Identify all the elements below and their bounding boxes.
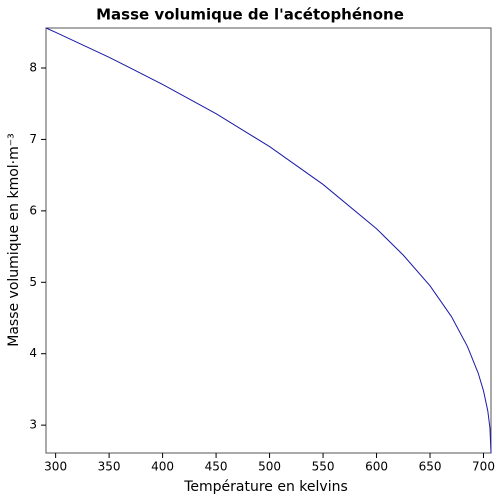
- plot-frame: [45, 27, 492, 454]
- x-axis-label: Température en kelvins: [183, 479, 348, 495]
- chart-title: Masse volumique de l'acétophénone: [96, 6, 404, 24]
- x-tick-label: 650: [419, 460, 442, 474]
- x-tick-label: 450: [205, 460, 228, 474]
- x-tick-label: 700: [472, 460, 495, 474]
- x-tick-label: 400: [151, 460, 174, 474]
- x-tick-label: 300: [44, 460, 67, 474]
- x-tick-label: 550: [312, 460, 335, 474]
- x-tick-label: 600: [365, 460, 388, 474]
- y-tick-label: 8: [29, 61, 37, 75]
- y-tick-label: 7: [29, 132, 37, 146]
- x-tick-label: 500: [258, 460, 281, 474]
- y-tick-label: 6: [29, 203, 37, 217]
- x-tick-label: 350: [98, 460, 121, 474]
- y-tick-label: 4: [29, 346, 37, 360]
- y-tick-label: 5: [29, 275, 37, 289]
- data-line: [45, 27, 492, 454]
- y-tick-label: 3: [29, 418, 37, 432]
- y-axis-label: Masse volumique en kmol·m⁻³: [6, 133, 22, 347]
